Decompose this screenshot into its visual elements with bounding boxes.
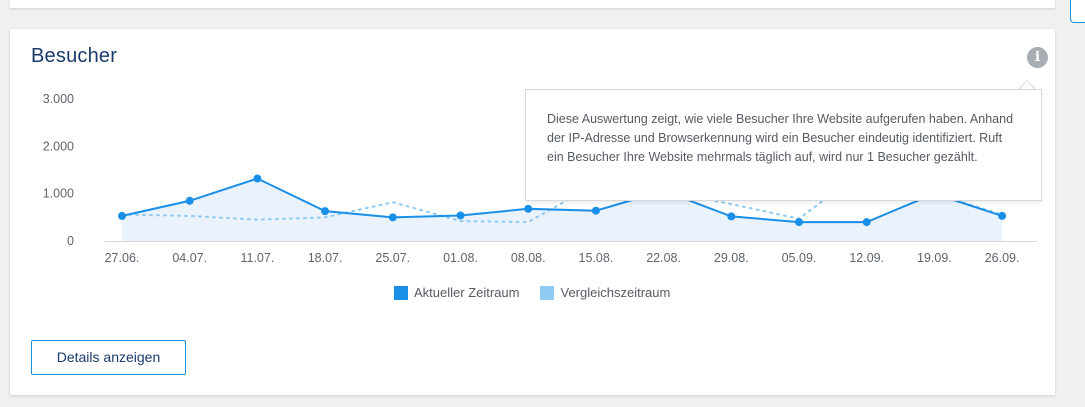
current-series-line <box>121 177 1003 224</box>
x-tick-label: 18.07. <box>308 251 343 265</box>
current-series-point <box>795 218 803 227</box>
x-tick-label: 19.09. <box>917 251 952 265</box>
legend-label-comparison: Vergleichszeitraum <box>560 285 671 300</box>
current-series-point <box>118 211 126 220</box>
details-button[interactable]: Details anzeigen <box>31 340 186 375</box>
previous-card-edge <box>10 0 1055 8</box>
x-tick-label: 26.09. <box>985 251 1020 265</box>
current-series-point <box>591 206 600 215</box>
legend-label-current: Aktueller Zeitraum <box>414 285 520 300</box>
current-series-point <box>998 211 1007 220</box>
legend-swatch-current <box>394 285 408 300</box>
x-tick-label: 08.08. <box>511 251 546 265</box>
info-tooltip: Diese Auswertung zeigt, wie viele Besuch… <box>525 89 1042 201</box>
current-series-point <box>727 212 736 221</box>
x-tick-label: 05.09. <box>782 251 817 265</box>
x-tick-label: 27.06. <box>105 251 140 265</box>
visitors-chart: 3.000 2.000 1.000 0 27.06. 04.07. 11.07. 18.07.… <box>43 92 1037 265</box>
x-tick-label: 04.07. <box>172 251 207 265</box>
legend-item-comparison[interactable]: Vergleichszeitraum <box>540 285 670 300</box>
chart-legend: Aktueller Zeitraum Vergleichszeitraum <box>394 285 691 300</box>
tooltip-arrow-inner <box>1019 81 1035 90</box>
card-title: Besucher <box>31 45 118 67</box>
current-series-point <box>321 207 330 216</box>
y-tick-label: 1.000 <box>43 187 74 201</box>
x-tick-label: 01.08. <box>443 251 478 265</box>
x-tick-label: 11.07. <box>240 251 274 265</box>
x-tick-label: 29.08. <box>714 251 749 265</box>
y-tick-label: 3.000 <box>43 92 74 106</box>
side-panel-button[interactable] <box>1070 0 1085 23</box>
x-tick-label: 12.09. <box>849 251 884 265</box>
info-icon[interactable]: i <box>1027 47 1048 68</box>
current-series-point <box>388 213 397 222</box>
legend-item-current[interactable]: Aktueller Zeitraum <box>394 285 519 300</box>
y-tick-label: 2.000 <box>43 139 74 153</box>
x-tick-label: 15.08. <box>579 251 614 265</box>
y-tick-label: 0 <box>67 234 74 248</box>
current-series-point <box>862 218 871 227</box>
x-tick-label: 25.07. <box>375 251 410 265</box>
current-series-point <box>456 211 465 220</box>
current-series-point <box>524 204 533 213</box>
current-series-point <box>253 174 262 183</box>
x-tick-label: 22.08. <box>646 251 681 265</box>
visitors-card: Besucher i 3.000 2.000 1.000 0 27.06. 04.07. 1… <box>10 29 1055 395</box>
current-series-point <box>185 196 194 205</box>
legend-swatch-comparison <box>540 285 555 300</box>
